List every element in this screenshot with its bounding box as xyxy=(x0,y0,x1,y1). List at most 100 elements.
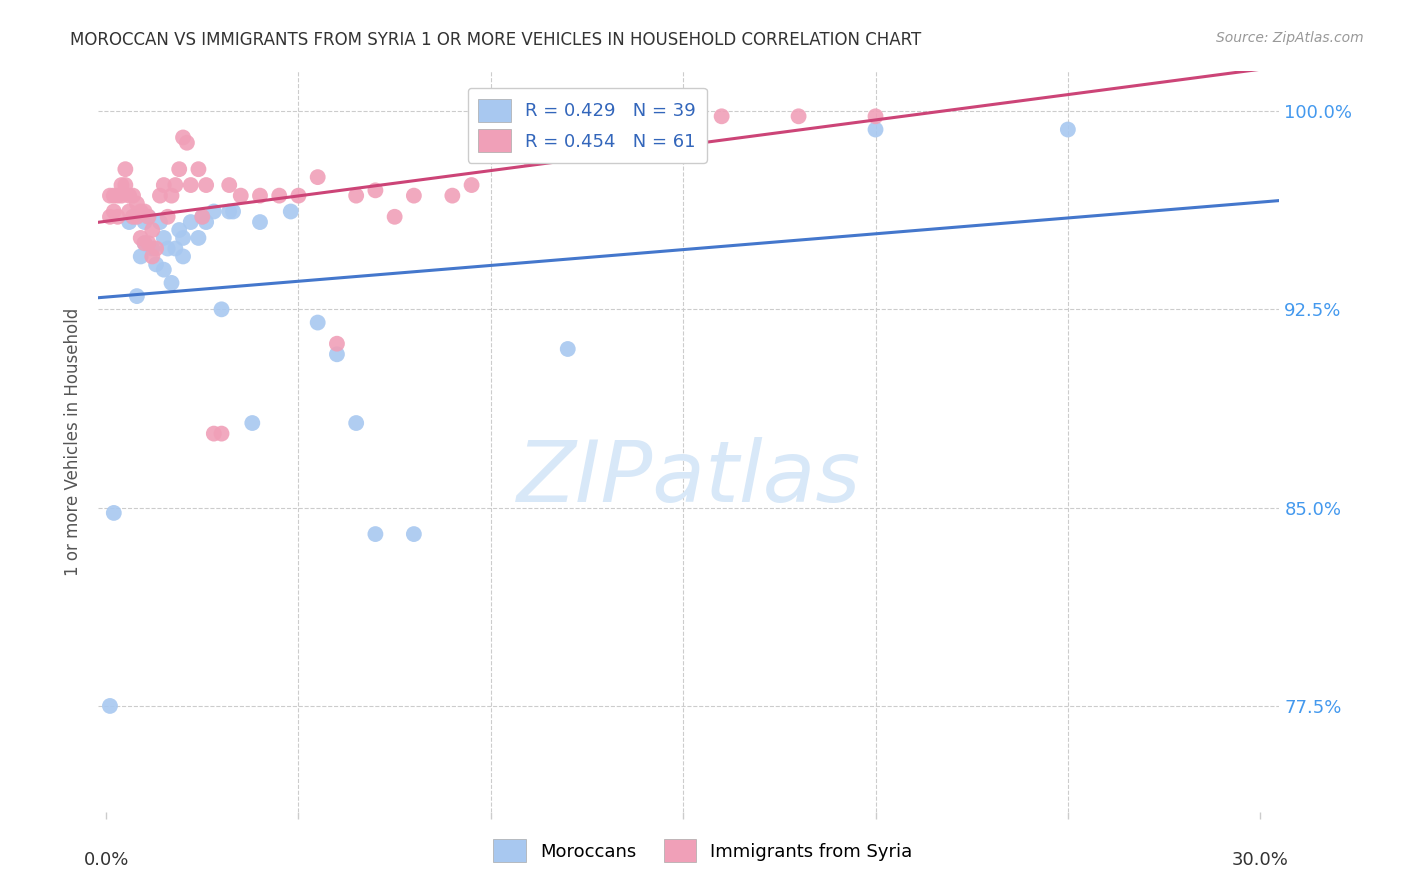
Point xyxy=(249,215,271,229)
Point xyxy=(149,215,172,229)
Point xyxy=(187,162,209,177)
Point xyxy=(153,262,176,277)
Point xyxy=(125,289,148,303)
Point xyxy=(557,342,579,356)
Point xyxy=(129,231,152,245)
Text: 30.0%: 30.0% xyxy=(1232,851,1289,869)
Point xyxy=(710,109,733,123)
Point xyxy=(145,257,167,271)
Point xyxy=(218,178,240,192)
Point xyxy=(202,204,225,219)
Point xyxy=(211,302,233,317)
Point xyxy=(307,316,329,330)
Point xyxy=(172,231,194,245)
Y-axis label: 1 or more Vehicles in Household: 1 or more Vehicles in Household xyxy=(65,308,83,575)
Point xyxy=(402,527,425,541)
Point xyxy=(460,178,482,192)
Point xyxy=(187,231,209,245)
Point xyxy=(672,117,695,131)
Point xyxy=(134,215,156,229)
Point xyxy=(134,236,156,251)
Legend: Moroccans, Immigrants from Syria: Moroccans, Immigrants from Syria xyxy=(486,832,920,870)
Text: ZIPatlas: ZIPatlas xyxy=(517,437,860,520)
Point xyxy=(103,204,125,219)
Point xyxy=(165,242,187,256)
Point xyxy=(98,698,121,713)
Point xyxy=(326,347,349,361)
Legend: R = 0.429   N = 39, R = 0.454   N = 61: R = 0.429 N = 39, R = 0.454 N = 61 xyxy=(468,87,707,163)
Point xyxy=(122,188,145,202)
Point xyxy=(153,178,176,192)
Point xyxy=(103,506,125,520)
Point xyxy=(141,223,163,237)
Point xyxy=(595,130,617,145)
Point xyxy=(125,196,148,211)
Text: 0.0%: 0.0% xyxy=(83,851,129,869)
Point xyxy=(202,426,225,441)
Point xyxy=(191,210,214,224)
Point xyxy=(172,250,194,264)
Point xyxy=(149,188,172,202)
Point xyxy=(557,130,579,145)
Point xyxy=(98,188,121,202)
Point xyxy=(138,236,160,251)
Point xyxy=(180,178,202,192)
Point xyxy=(145,242,167,256)
Point xyxy=(172,130,194,145)
Point xyxy=(134,204,156,219)
Point xyxy=(787,109,810,123)
Point xyxy=(103,188,125,202)
Point xyxy=(129,250,152,264)
Point xyxy=(344,416,367,430)
Point xyxy=(129,204,152,219)
Point xyxy=(160,188,183,202)
Point xyxy=(114,178,136,192)
Point xyxy=(517,152,540,166)
Point xyxy=(384,210,406,224)
Point xyxy=(180,215,202,229)
Point xyxy=(141,242,163,256)
Point xyxy=(240,416,263,430)
Point xyxy=(122,210,145,224)
Point xyxy=(269,188,291,202)
Point xyxy=(479,130,502,145)
Point xyxy=(249,188,271,202)
Point xyxy=(110,178,132,192)
Point xyxy=(107,188,129,202)
Point xyxy=(364,183,387,197)
Point xyxy=(865,122,887,136)
Point xyxy=(865,109,887,123)
Point xyxy=(191,210,214,224)
Point xyxy=(122,210,145,224)
Point xyxy=(125,210,148,224)
Point xyxy=(195,215,218,229)
Point xyxy=(98,210,121,224)
Point xyxy=(229,188,252,202)
Point xyxy=(134,236,156,251)
Point xyxy=(218,204,240,219)
Point xyxy=(153,231,176,245)
Point xyxy=(160,276,183,290)
Point xyxy=(138,210,160,224)
Point xyxy=(141,250,163,264)
Point xyxy=(364,527,387,541)
Point xyxy=(165,178,187,192)
Point xyxy=(110,188,132,202)
Point xyxy=(156,210,179,224)
Point xyxy=(634,130,657,145)
Point xyxy=(107,210,129,224)
Point xyxy=(167,223,190,237)
Point xyxy=(138,210,160,224)
Point xyxy=(402,188,425,202)
Point xyxy=(1057,122,1080,136)
Point xyxy=(222,204,245,219)
Point xyxy=(287,188,309,202)
Point xyxy=(176,136,198,150)
Point xyxy=(326,336,349,351)
Point xyxy=(118,188,141,202)
Point xyxy=(211,426,233,441)
Point xyxy=(195,178,218,192)
Point xyxy=(118,215,141,229)
Point xyxy=(307,170,329,185)
Point xyxy=(156,242,179,256)
